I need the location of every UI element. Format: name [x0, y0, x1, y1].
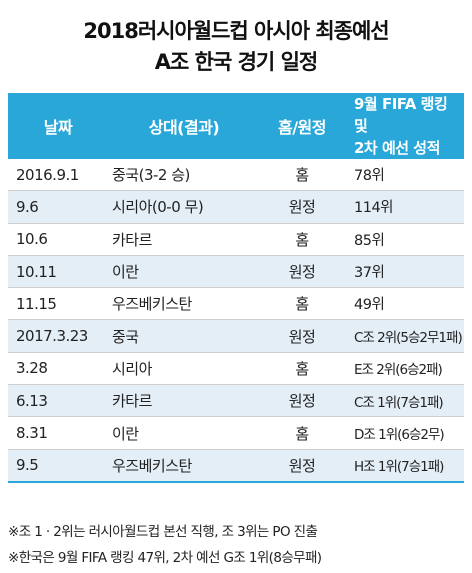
table-row: 8.31 이란 홈 D조 1위(6승2무) — [8, 416, 464, 450]
title-line-1: 2018러시아월드컵 아시아 최종예선 — [83, 19, 389, 43]
cell-opponent: 중국 — [108, 319, 260, 353]
cell-home-away: 홈 — [260, 159, 344, 192]
header-ranking-line-2: 2차 예선 성적 — [354, 139, 440, 157]
header-ranking: 9월 FIFA 랭킹 및 2차 예선 성적 — [344, 93, 464, 159]
cell-ranking: 78위 — [344, 159, 464, 192]
cell-ranking: E조 2위(6승2패) — [344, 352, 464, 386]
table-row: 2016.9.1 중국(3-2 승) 홈 78위 — [8, 159, 464, 192]
table-row: 9.6 시리아(0-0 무) 원정 114위 — [8, 190, 464, 224]
cell-ranking: 85위 — [344, 223, 464, 256]
cell-opponent: 우즈베키스탄 — [108, 449, 260, 483]
cell-home-away: 원정 — [260, 449, 344, 483]
cell-date: 8.31 — [8, 416, 108, 450]
table-row: 10.11 이란 원정 37위 — [8, 255, 464, 289]
cell-opponent: 시리아 — [108, 352, 260, 386]
cell-ranking: 49위 — [344, 287, 464, 321]
cell-home-away: 원정 — [260, 319, 344, 353]
cell-date: 9.5 — [8, 449, 108, 483]
cell-opponent: 이란 — [108, 416, 260, 450]
cell-date: 10.6 — [8, 223, 108, 256]
cell-date: 2017.3.23 — [8, 319, 108, 353]
table-row: 2017.3.23 중국 원정 C조 2위(5승2무1패) — [8, 319, 464, 353]
table-row: 11.15 우즈베키스탄 홈 49위 — [8, 287, 464, 321]
cell-ranking: H조 1위(7승1패) — [344, 449, 464, 483]
cell-date: 6.13 — [8, 384, 108, 418]
cell-opponent: 우즈베키스탄 — [108, 287, 260, 321]
header-home-away: 홈/원정 — [260, 93, 344, 159]
cell-opponent: 시리아(0-0 무) — [108, 190, 260, 224]
footnote-2: ※한국은 9월 FIFA 랭킹 47위, 2차 예선 G조 1위(8승무패) — [8, 550, 322, 566]
header-ranking-line-1: 9월 FIFA 랭킹 및 — [354, 95, 448, 135]
cell-home-away: 원정 — [260, 255, 344, 289]
table-row: 9.5 우즈베키스탄 원정 H조 1위(7승1패) — [8, 449, 464, 483]
cell-ranking: 37위 — [344, 255, 464, 289]
cell-home-away: 홈 — [260, 223, 344, 256]
cell-ranking: 114위 — [344, 190, 464, 224]
header-date: 날짜 — [8, 93, 108, 159]
table-header-row: 날짜 상대(결과) 홈/원정 9월 FIFA 랭킹 및 2차 예선 성적 — [8, 93, 464, 159]
table-row: 6.13 카타르 원정 C조 1위(7승1패) — [8, 384, 464, 418]
title-line-2: A조 한국 경기 일정 — [154, 50, 318, 74]
table-row: 3.28 시리아 홈 E조 2위(6승2패) — [8, 352, 464, 386]
header-opponent: 상대(결과) — [108, 93, 260, 159]
footnotes: ※조 1 · 2위는 러시아월드컵 본선 직행, 조 3위는 PO 진출 ※한국… — [8, 519, 468, 571]
cell-date: 2016.9.1 — [8, 159, 108, 192]
table-row: 10.6 카타르 홈 85위 — [8, 223, 464, 256]
cell-ranking: D조 1위(6승2무) — [344, 416, 464, 450]
cell-opponent: 중국(3-2 승) — [108, 159, 260, 192]
cell-home-away: 홈 — [260, 416, 344, 450]
schedule-title: 2018러시아월드컵 아시아 최종예선 A조 한국 경기 일정 — [0, 0, 472, 90]
cell-home-away: 원정 — [260, 190, 344, 224]
cell-ranking: C조 2위(5승2무1패) — [344, 319, 464, 353]
footnote-1: ※조 1 · 2위는 러시아월드컵 본선 직행, 조 3위는 PO 진출 — [8, 524, 318, 540]
cell-opponent: 이란 — [108, 255, 260, 289]
cell-date: 9.6 — [8, 190, 108, 224]
cell-date: 11.15 — [8, 287, 108, 321]
cell-ranking: C조 1위(7승1패) — [344, 384, 464, 418]
cell-opponent: 카타르 — [108, 223, 260, 256]
match-schedule-table: 날짜 상대(결과) 홈/원정 9월 FIFA 랭킹 및 2차 예선 성적 201… — [8, 93, 464, 483]
cell-home-away: 원정 — [260, 384, 344, 418]
cell-home-away: 홈 — [260, 287, 344, 321]
cell-opponent: 카타르 — [108, 384, 260, 418]
cell-date: 10.11 — [8, 255, 108, 289]
cell-home-away: 홈 — [260, 352, 344, 386]
cell-date: 3.28 — [8, 352, 108, 386]
